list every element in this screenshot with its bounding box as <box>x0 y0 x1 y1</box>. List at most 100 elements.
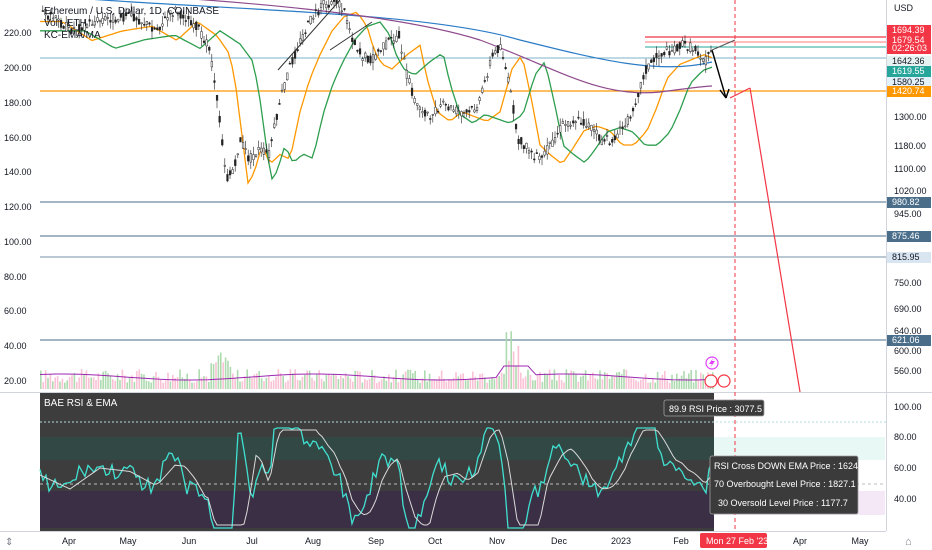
candle-body <box>83 23 86 31</box>
volume-bar <box>512 351 515 389</box>
volume-bar <box>587 380 589 389</box>
candle-body <box>187 16 190 20</box>
volume-bar <box>479 373 481 389</box>
candle-body <box>455 106 458 115</box>
candle-body <box>244 148 247 150</box>
right-price-axis[interactable]: 1300.00 1180.00 1100.00 1020.00 945.00 750.00… <box>887 25 931 376</box>
candle-body <box>410 87 414 96</box>
legend-title: Ethereum / U.S. Dollar, 1D, COINBASE <box>44 6 219 17</box>
candle-body <box>171 15 174 17</box>
volume-bar <box>220 352 222 389</box>
volume-bar <box>325 375 328 389</box>
candle-body <box>481 87 484 93</box>
volume-bar <box>148 381 150 389</box>
right-axis-tick: 1180.00 <box>894 141 926 151</box>
candle-body <box>668 51 671 56</box>
candle-body <box>496 45 499 54</box>
volume-bar <box>85 370 88 389</box>
candle-body <box>249 153 252 163</box>
candle-body <box>176 11 180 16</box>
volume-bar <box>287 380 289 389</box>
us-flag-event-icon-2[interactable] <box>717 374 731 388</box>
volume-bar <box>486 382 488 389</box>
volume-bar <box>356 370 359 389</box>
volume-bar <box>572 371 575 389</box>
candle-body <box>270 139 273 142</box>
candle-body <box>699 57 702 60</box>
volume-bar <box>294 369 296 389</box>
volume-bar <box>474 376 476 389</box>
volume-bar <box>493 379 496 389</box>
ma-purple-line <box>198 0 713 94</box>
candle-body <box>548 141 551 144</box>
volume-bar <box>301 376 304 389</box>
grey-arrow-line <box>711 39 736 51</box>
candle-body <box>205 39 208 47</box>
candle-body <box>494 50 497 54</box>
candle-body <box>156 27 159 30</box>
time-axis-label: Aug <box>305 536 321 546</box>
volume-bar <box>246 369 248 389</box>
volume-bar <box>174 378 176 389</box>
candle-body <box>696 51 700 56</box>
volume-bar <box>160 379 162 389</box>
candle-body <box>275 114 278 120</box>
candle-body <box>397 30 401 39</box>
candle-body <box>353 39 356 45</box>
volume-bar <box>121 369 124 389</box>
candle-body <box>475 107 479 111</box>
candle-body <box>673 45 676 54</box>
volume-bar <box>47 377 49 389</box>
candle-body <box>75 29 78 31</box>
volume-bar <box>210 363 212 389</box>
volume-bar <box>97 373 100 389</box>
candle-body <box>135 17 138 21</box>
volume-bar <box>438 376 440 389</box>
trendline-drawing <box>277 0 341 71</box>
candle-body <box>215 95 219 101</box>
volume-bar <box>536 374 539 389</box>
right-axis-tick: 1020.00 <box>894 186 927 196</box>
volume-bar <box>649 382 652 389</box>
candle-body <box>309 15 312 24</box>
volume-bar <box>601 379 604 389</box>
candle-body <box>582 119 585 126</box>
candle-body <box>663 52 666 56</box>
us-flag-event-icon[interactable] <box>704 374 718 388</box>
volume-bar <box>251 378 253 389</box>
red-projection-line <box>749 87 801 393</box>
chart-settings-icon[interactable]: ⇕ <box>5 537 13 548</box>
candle-body <box>520 137 523 145</box>
scroll-right-icon[interactable]: ⌂ <box>905 536 912 548</box>
candle-body <box>533 158 536 161</box>
volume-bar <box>690 369 692 389</box>
candle-body <box>231 169 234 174</box>
price-badge <box>887 77 931 88</box>
price-badge-label: 980.82 <box>892 197 920 207</box>
candle-body <box>117 18 120 22</box>
drawing-tools[interactable] <box>277 0 801 393</box>
volume-bar <box>162 382 164 389</box>
candle-body <box>163 16 167 19</box>
volume-bar <box>352 381 354 389</box>
volume-bar <box>316 373 318 389</box>
volume-bar <box>647 382 649 389</box>
volume-bar <box>78 377 80 389</box>
candle-body <box>314 9 317 11</box>
candle-body <box>379 50 382 52</box>
volume-bar <box>469 377 472 389</box>
volume-bar <box>594 378 596 389</box>
candle-body <box>598 134 601 141</box>
volume-bar <box>378 381 380 389</box>
candle-body <box>234 159 237 166</box>
time-axis-label: Jul <box>246 536 258 546</box>
candle-body <box>631 108 635 112</box>
time-axis[interactable]: AprMayJunJulAugSepOctNovDec2023FebMarApr… <box>62 536 869 546</box>
main-pane[interactable] <box>0 0 886 392</box>
volume-bar <box>623 369 625 389</box>
candle-body <box>72 27 76 29</box>
volume-bar <box>59 381 61 389</box>
candle-body <box>325 4 328 9</box>
candle-body <box>153 27 156 30</box>
